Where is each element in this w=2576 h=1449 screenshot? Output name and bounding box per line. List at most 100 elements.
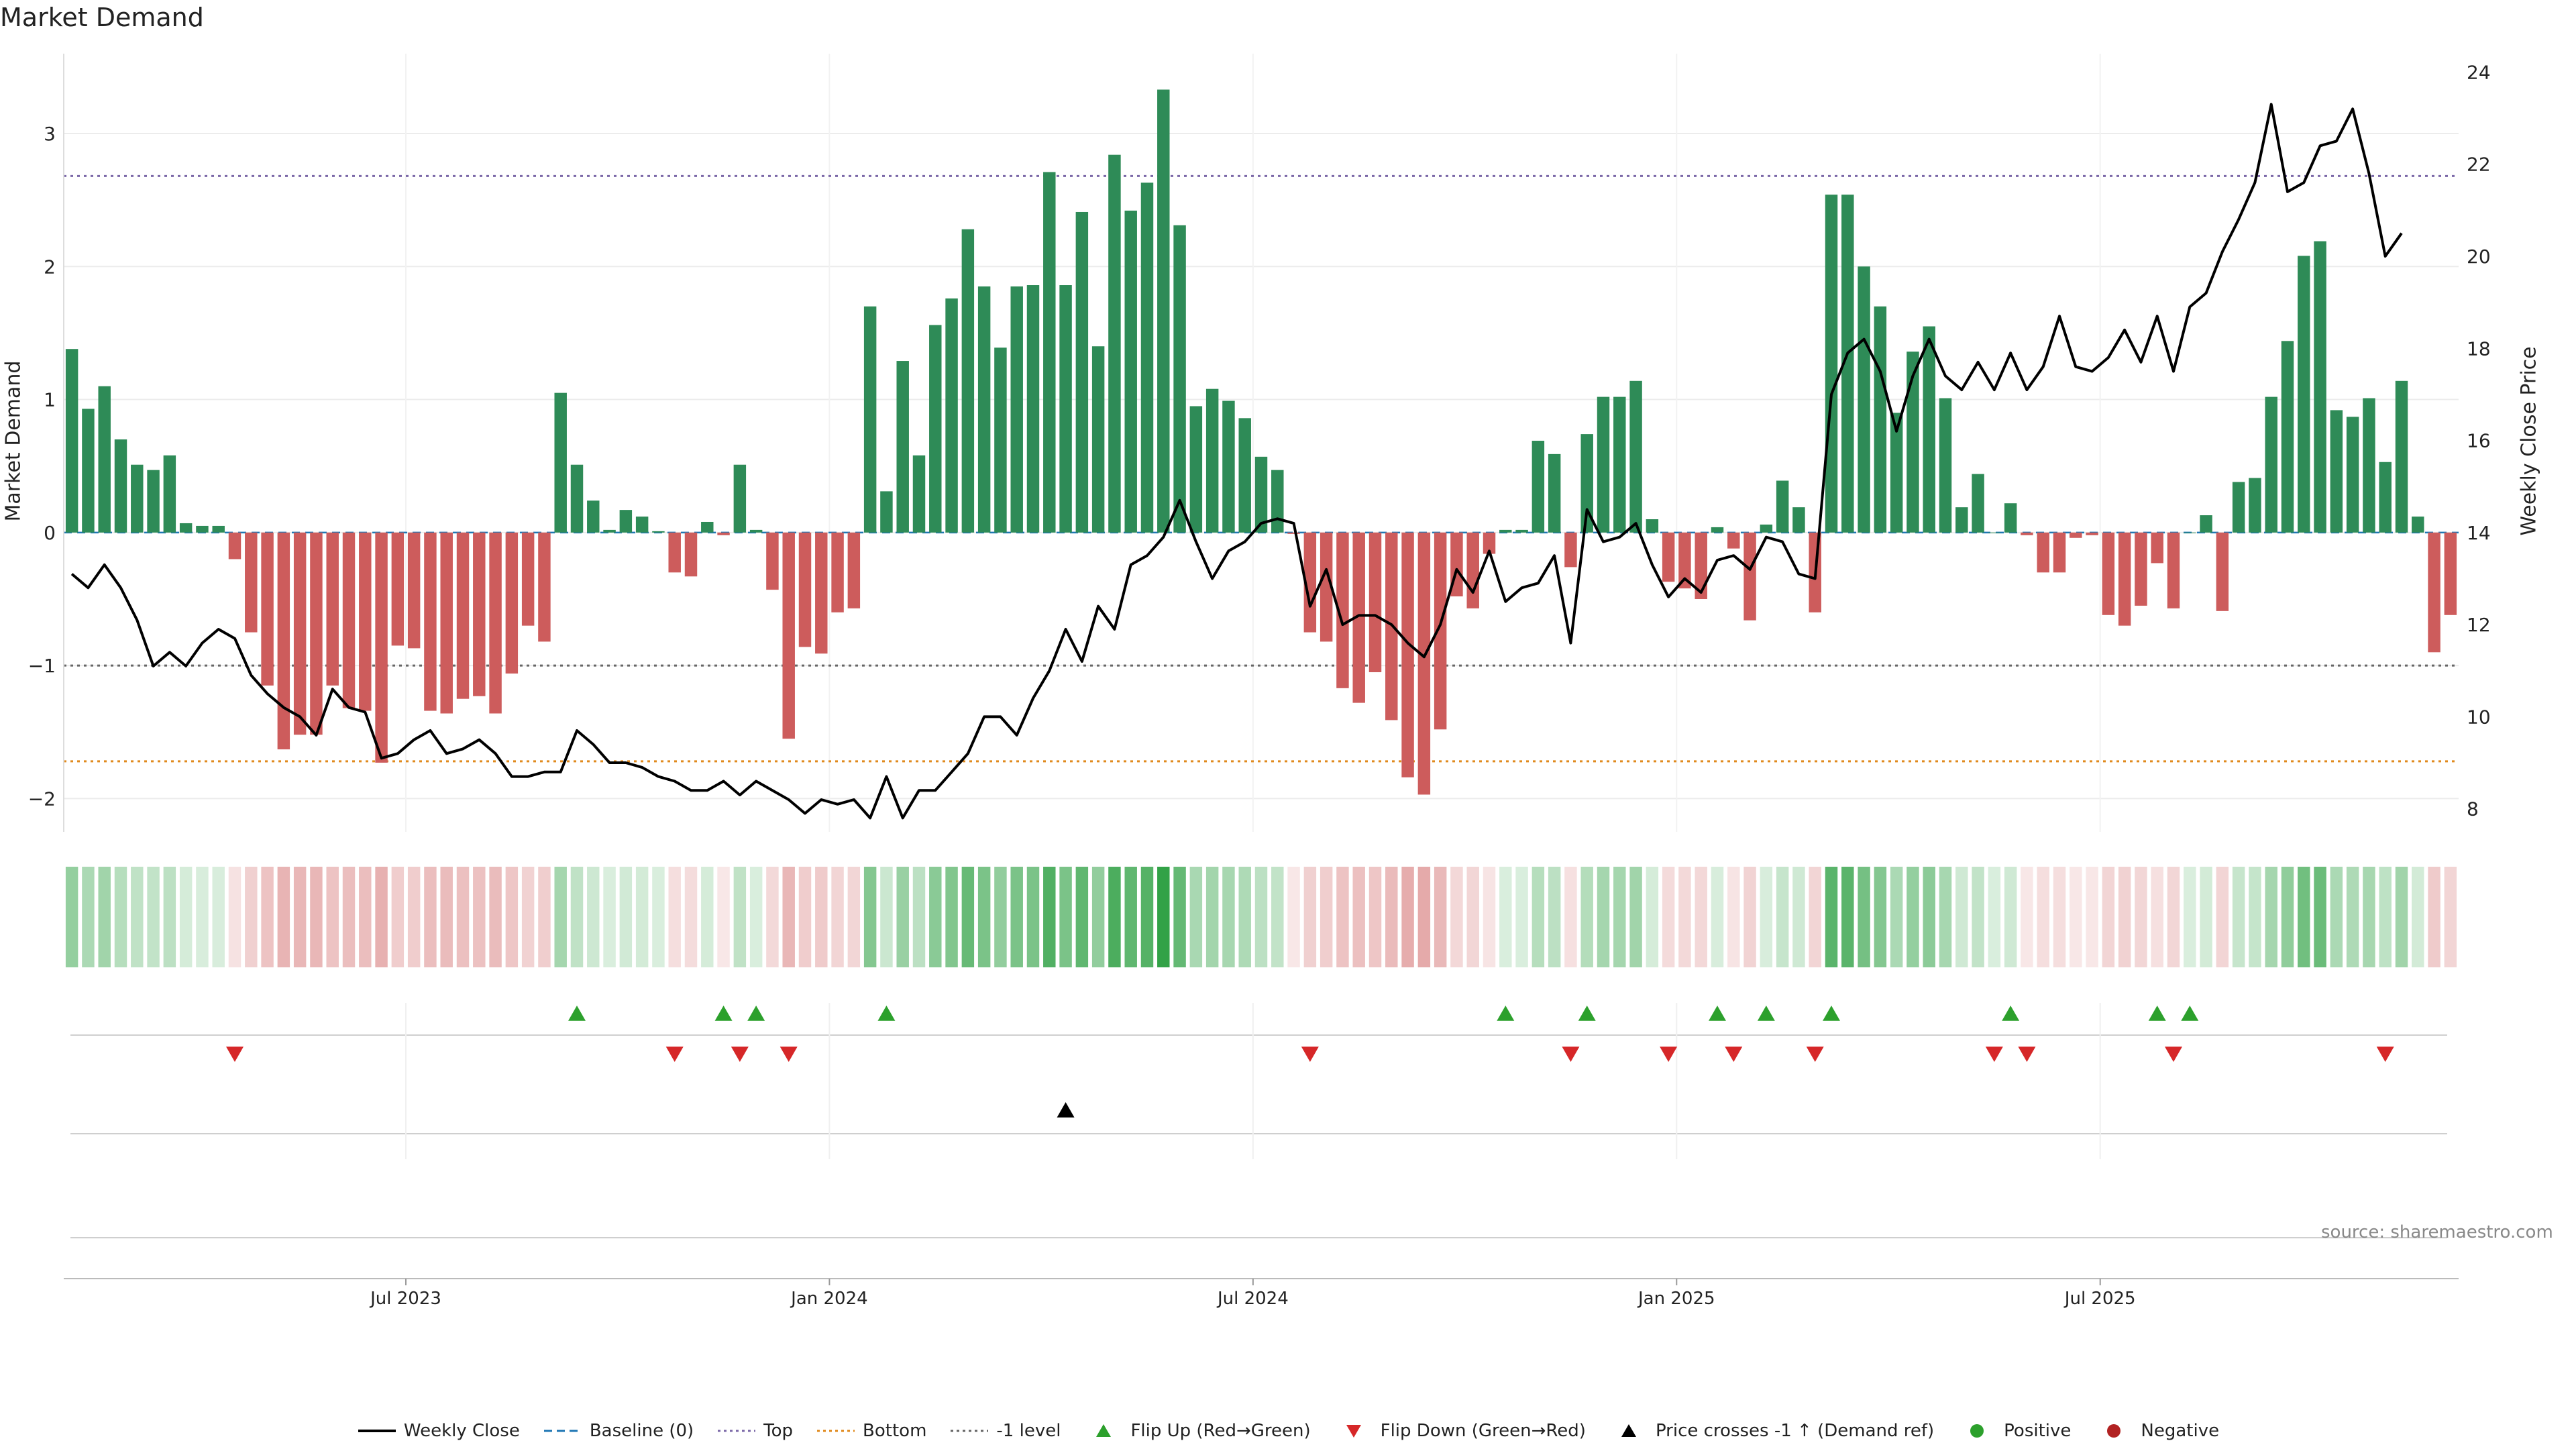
demand-strip-cell — [1955, 867, 1968, 967]
right-tick-label: 20 — [2467, 246, 2491, 268]
demand-strip-cell — [1890, 867, 1903, 967]
demand-strip-cell — [261, 867, 274, 967]
legend-swatch — [1096, 1424, 1112, 1437]
demand-bar — [1336, 532, 1349, 688]
demand-bar — [2151, 532, 2163, 564]
demand-bar — [570, 464, 584, 533]
demand-bar — [342, 532, 356, 708]
demand-strip-cell — [424, 867, 437, 967]
legend-swatch — [1346, 1425, 1361, 1438]
flip-up-marker — [747, 1006, 765, 1021]
demand-strip-cell — [2037, 867, 2049, 967]
flip-down-marker — [1660, 1046, 1678, 1062]
demand-strip-cell — [1385, 867, 1398, 967]
demand-strip-cell — [2070, 867, 2082, 967]
demand-bar — [456, 532, 470, 699]
demand-strip-cell — [977, 867, 991, 967]
right-tick-label: 10 — [2467, 706, 2491, 728]
demand-strip-cell — [1564, 867, 1577, 967]
demand-strip-cell — [2444, 867, 2457, 967]
demand-strip-cell — [1874, 867, 1887, 967]
legend-label: -1 level — [996, 1421, 1061, 1441]
legend-item: Negative — [2094, 1421, 2219, 1441]
demand-bar — [2346, 417, 2359, 533]
flip-up-marker — [2002, 1006, 2020, 1021]
demand-bar — [1874, 306, 1887, 533]
demand-strip-cell — [505, 867, 519, 967]
demand-strip-cell — [1548, 867, 1561, 967]
demand-bar — [82, 409, 95, 533]
demand-strip-cell — [2428, 867, 2440, 967]
demand-bar — [1841, 195, 1854, 533]
demand-bar — [1483, 532, 1496, 554]
demand-strip-cell — [1727, 867, 1740, 967]
demand-bars — [65, 89, 2457, 795]
demand-strip-cell — [440, 867, 453, 967]
demand-bar — [277, 532, 290, 750]
flip-down-marker — [1301, 1046, 1319, 1062]
legend-label: Flip Up (Red→Green) — [1130, 1421, 1311, 1441]
demand-bar — [554, 392, 567, 533]
weekly-close-line — [70, 103, 2403, 820]
demand-strip-cell — [1760, 867, 1773, 967]
demand-strip-cell — [2102, 867, 2115, 967]
demand-bar — [1613, 396, 1626, 533]
demand-bar — [1646, 519, 1659, 533]
demand-bar — [1597, 396, 1610, 533]
demand-strip-cell — [815, 867, 828, 967]
demand-bar — [1923, 326, 1935, 533]
demand-bar — [1972, 474, 1984, 533]
demand-bar — [1222, 400, 1235, 533]
demand-strip-cell — [1303, 867, 1317, 967]
demand-strip-cell — [863, 867, 877, 967]
demand-bar — [114, 439, 127, 533]
demand-bar — [1189, 406, 1203, 533]
chart-title: Market Demand — [0, 3, 204, 32]
flip-up-marker — [2148, 1006, 2166, 1021]
demand-bar — [163, 455, 176, 533]
flip-down-marker — [1985, 1046, 2003, 1062]
demand-bar — [815, 532, 828, 654]
demand-bar — [2200, 515, 2212, 533]
demand-bar — [1760, 524, 1773, 533]
demand-bar — [1254, 456, 1268, 533]
legend-item: Flip Up (Red→Green) — [1083, 1421, 1311, 1441]
demand-strip-cell — [163, 867, 176, 967]
demand-bar — [1580, 434, 1593, 533]
flip-up-marker — [1497, 1006, 1515, 1021]
flip-down-marker — [226, 1046, 244, 1062]
demand-strip-cell — [717, 867, 730, 967]
demand-strip-cell — [1091, 867, 1105, 967]
demand-strip-cell — [1825, 867, 1838, 967]
demand-bar — [2216, 532, 2229, 611]
demand-bar — [245, 532, 258, 633]
demand-strip-cell — [1450, 867, 1463, 967]
demand-strip-cell — [2379, 867, 2392, 967]
demand-bar — [717, 532, 730, 535]
demand-bar — [1287, 532, 1300, 534]
legend-item: Flip Down (Green→Red) — [1334, 1421, 1586, 1441]
demand-strip-cell — [733, 867, 747, 967]
left-tick-label: 1 — [44, 389, 56, 411]
demand-bar — [1743, 532, 1756, 621]
demand-bar — [1010, 286, 1023, 533]
demand-bar — [1792, 507, 1805, 533]
flip-up-marker — [1757, 1006, 1775, 1021]
right-axis-label: Weekly Close Price — [2517, 346, 2541, 536]
x-tick-label: Jul 2025 — [2063, 1289, 2136, 1309]
demand-bar — [98, 386, 111, 533]
demand-bar — [1695, 532, 1707, 599]
demand-bar — [1140, 182, 1154, 533]
demand-strip-cell — [1629, 867, 1642, 967]
demand-strip-cell — [896, 867, 909, 967]
demand-strip-cell — [701, 867, 714, 967]
demand-bar — [2379, 462, 2392, 533]
demand-strip-cell — [945, 867, 958, 967]
demand-strip-cell — [1320, 867, 1333, 967]
demand-strip-cell — [587, 867, 600, 967]
flip-down-marker — [1562, 1046, 1580, 1062]
demand-bar — [228, 532, 241, 559]
demand-bar — [1091, 346, 1105, 533]
legend-label: Positive — [2004, 1421, 2072, 1441]
